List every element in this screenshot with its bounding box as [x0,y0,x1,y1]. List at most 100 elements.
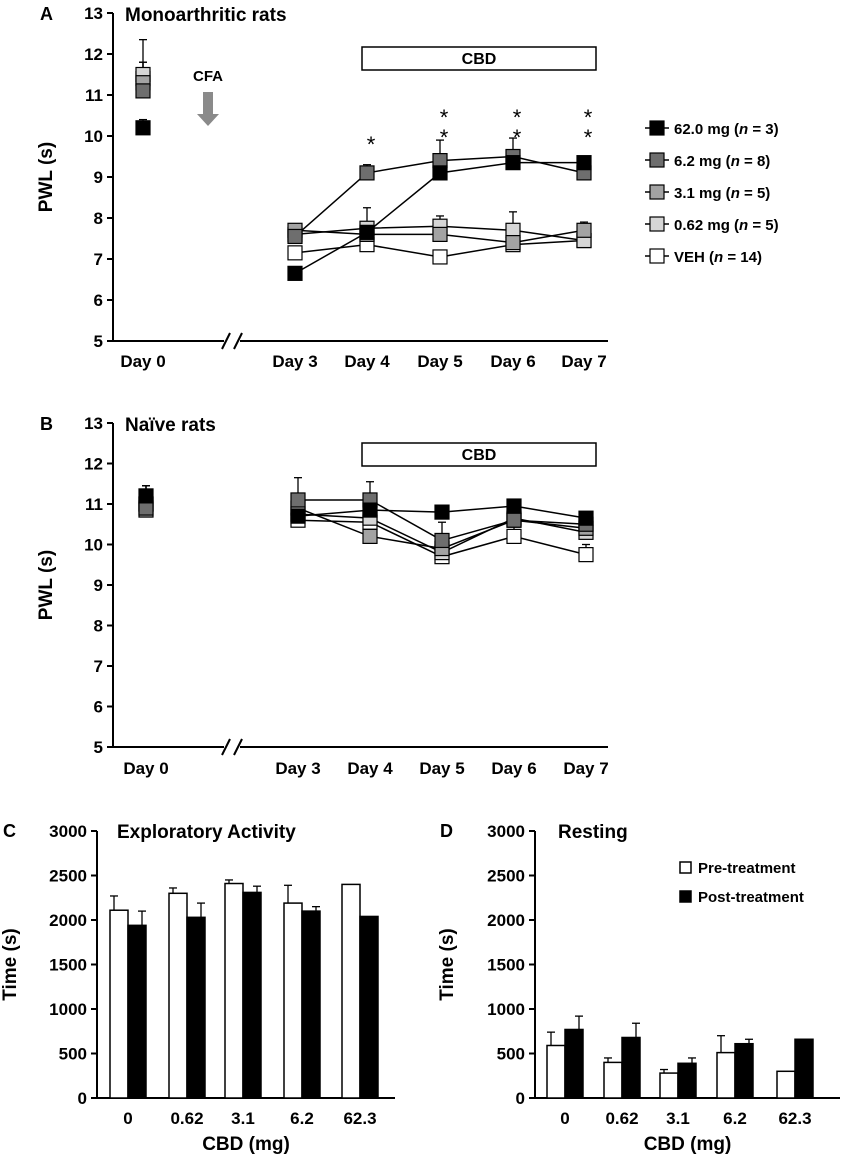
panel-d-legend-marker [679,861,692,874]
panel-c-y-tick-label: 2500 [49,867,87,886]
panel-c-bar [301,910,321,1099]
panel-b-x-tick-label: Day 7 [563,759,608,778]
panel-b-y-tick-label: 7 [94,657,103,676]
panel-c-bar [242,891,262,1099]
panel-b-title: Naïve rats [125,415,216,436]
panel-d-bar [716,1051,736,1099]
panel-c-bar [186,916,206,1099]
panel-d-y-tick-label: 0 [516,1089,525,1108]
panel-d-legend-marker [679,890,692,903]
panel-d-legend-label: Post-treatment [698,889,804,906]
panel-d-x-tick-label: 0 [560,1109,569,1128]
panel-b-y-tick-label: 13 [84,414,103,433]
panel-c-bar [283,902,303,1099]
panel-d-bar [677,1062,697,1099]
panel-a-data-point [359,165,375,181]
panel-b-data-point [290,492,306,508]
panel-b-y-tick-label: 12 [84,455,103,474]
panel-a-x-tick-label: Day 0 [120,352,165,371]
panel-a-significance: * [513,125,522,150]
panel-b-letter: B [40,414,53,434]
panel-c-bar [109,909,129,1099]
panel-a-legend-label: 6.2 mg (n = 8) [674,153,770,170]
panel-c-y-tick-label: 2000 [49,911,87,930]
panel-b-x-tick-label: Day 3 [275,759,320,778]
panel-a-x-tick-label: Day 5 [417,352,462,371]
panel-a-legend-marker [649,184,665,200]
panel-a-axis-break [233,332,243,350]
panel-a-significance: * [584,105,593,130]
panel-d-x-label: CBD (mg) [644,1134,732,1155]
panel-a-y-tick-label: 6 [94,291,103,310]
panel-d-bar [776,1070,796,1099]
panel-a-data-point [505,235,521,251]
panel-b-y-tick-label: 5 [94,738,103,757]
panel-b-data-point [362,528,378,545]
panel-b-data-point [434,504,450,520]
panel-a-data-point [505,155,521,171]
panel-a-significance: * [367,132,376,157]
panel-d-bar [794,1038,814,1099]
panel-c-y-tick-label: 3000 [49,822,87,841]
panel-d-y-tick-label: 1000 [487,1000,525,1019]
panel-c-y-tick-label: 1500 [49,956,87,975]
panel-a-data-point [135,83,151,99]
panel-c-x-tick-label: 6.2 [290,1109,314,1128]
panel-b-x-tick-label: Day 5 [419,759,464,778]
panel-d-bar [603,1061,623,1099]
panel-c-bar [127,924,147,1099]
panel-a-legend-label: 0.62 mg (n = 5) [674,217,779,234]
panel-b-data-point [578,510,594,526]
panel-b-data-point [506,512,522,528]
panel-a-data-point [287,265,303,281]
panel-a-letter: A [40,4,53,24]
panel-a-axis-break [221,332,231,350]
panel-b-y-tick-label: 9 [94,576,103,595]
panel-a-data-point [432,249,448,265]
panel-b-data-point [506,528,522,545]
panel-a-data-point [287,228,303,245]
panel-b-data-point [506,498,522,514]
panel-a-significance: * [584,125,593,150]
panel-c-x-tick-label: 3.1 [231,1109,255,1128]
panel-d-bar [564,1028,584,1099]
panel-d-y-tick-label: 2000 [487,911,525,930]
panel-d-bar [734,1042,754,1099]
panel-a-cbd-bar [361,46,597,71]
panel-b-y-tick-label: 6 [94,698,103,717]
panel-a-significance: * [513,105,522,130]
panel-a-y-tick-label: 9 [94,168,103,187]
panel-b-y-label: PWL (s) [36,550,57,620]
panel-a-legend-label: VEH (n = 14) [674,249,762,266]
panel-b-y-tick-label: 11 [85,495,103,514]
panel-d-y-tick-label: 1500 [487,956,525,975]
panel-c-bar [341,883,361,1099]
panel-a-x-tick-label: Day 4 [344,352,390,371]
panel-c-title: Exploratory Activity [117,822,296,843]
panel-b-x-tick-label: Day 4 [347,759,393,778]
panel-a-data-point [432,165,448,181]
panel-b-data-point [290,508,306,524]
panel-a-y-tick-label: 13 [84,4,103,23]
panel-a-data-point [576,155,592,171]
panel-a-y-tick-label: 11 [85,86,103,105]
panel-a-y-tick-label: 5 [94,332,103,351]
panel-d-y-tick-label: 500 [497,1045,525,1064]
panel-a-significance: * [440,105,449,130]
panel-d-bar [621,1036,641,1099]
panel-c-x-label: CBD (mg) [202,1134,290,1155]
panel-a-data-point [576,222,592,238]
panel-b-data-point [138,488,154,504]
panel-a-cfa-arrow [197,92,219,126]
panel-b-y-tick-label: 8 [94,617,103,636]
panel-d-y-tick-label: 3000 [487,822,525,841]
panel-d-title: Resting [558,822,628,843]
panel-b-cbd-bar [361,442,597,467]
panel-c-y-tick-label: 500 [59,1045,87,1064]
panel-a-cfa-label: CFA [193,68,223,85]
panel-c-x-tick-label: 62.3 [343,1109,376,1128]
panel-b-axis-break [221,738,231,756]
panel-b-data-point [434,532,450,549]
panel-c-x-tick-label: 0 [123,1109,132,1128]
panel-a-legend-marker [649,248,665,264]
